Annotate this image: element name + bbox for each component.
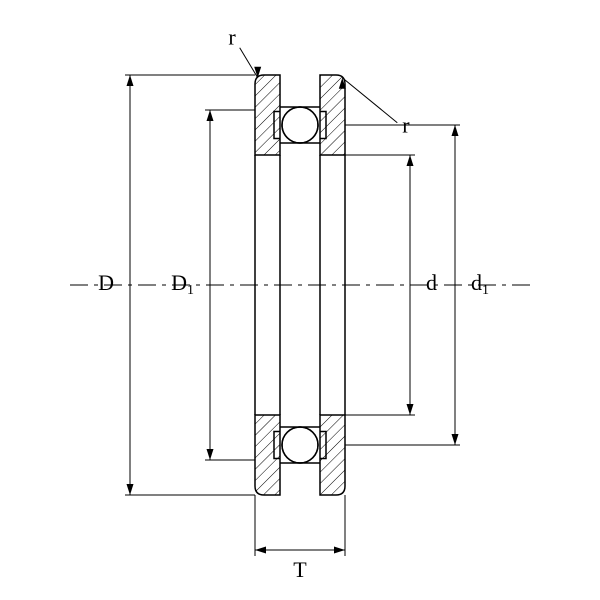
shaft-washer: [255, 415, 280, 495]
dim-T: [255, 495, 345, 556]
dim-r-left-label: r: [228, 25, 236, 50]
bearing-cross-section-diagram: D D1 d d1 Tr r: [0, 0, 600, 600]
section-bottom: [255, 415, 345, 495]
dim-T-label: T: [293, 557, 307, 582]
section-top: [255, 75, 345, 155]
dim-D-label: D: [98, 270, 114, 295]
dim-d1-label: d1: [471, 270, 489, 298]
dim-D1-label: D1: [171, 270, 194, 298]
dim-r-right-label: r: [402, 113, 410, 138]
housing-washer: [320, 415, 345, 495]
dim-d-label: d: [426, 270, 437, 295]
shaft-washer: [255, 75, 280, 155]
